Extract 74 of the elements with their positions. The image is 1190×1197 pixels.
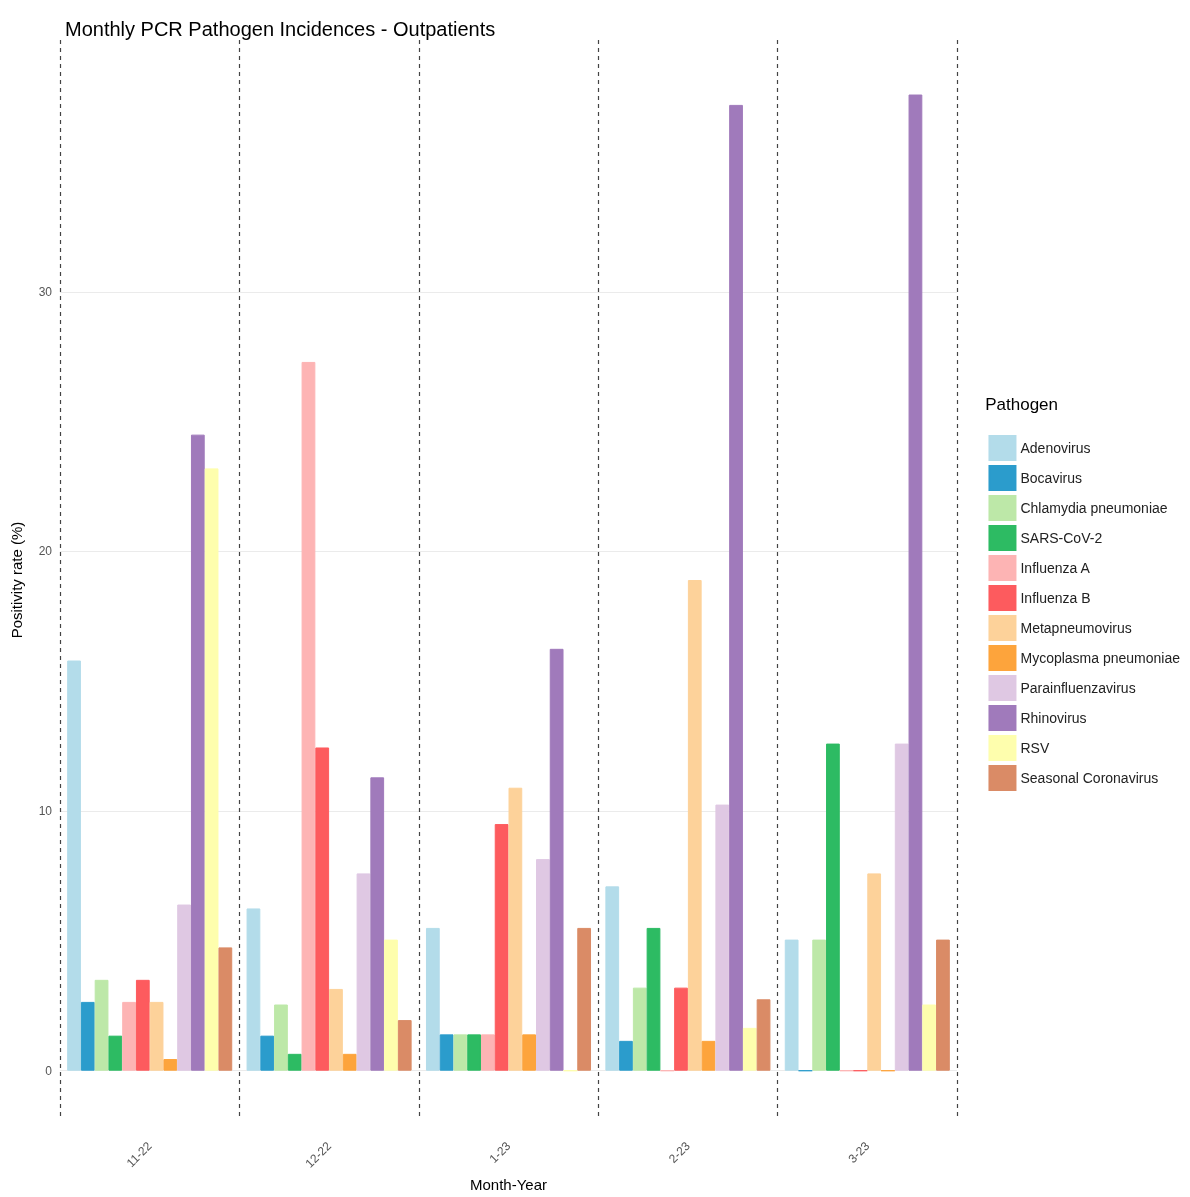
- bar: [287, 1053, 302, 1071]
- bar: [177, 904, 191, 1071]
- legend-label: Influenza B: [1020, 590, 1091, 606]
- legend-label: SARS-CoV-2: [1020, 530, 1103, 546]
- bar: [80, 1001, 95, 1071]
- bar: [329, 988, 343, 1071]
- bar: [163, 1059, 178, 1071]
- bar: [260, 1035, 275, 1071]
- bar: [274, 1004, 288, 1071]
- bar: [577, 927, 592, 1071]
- bar: [315, 747, 330, 1071]
- bar: [687, 580, 702, 1071]
- bar: [812, 939, 827, 1071]
- y-tick-label: 0: [45, 1063, 53, 1078]
- bar: [867, 873, 882, 1071]
- bar: [729, 104, 743, 1071]
- bar: [246, 908, 261, 1071]
- bar: [536, 859, 550, 1071]
- bar: [549, 648, 564, 1071]
- chart-title: Monthly PCR Pathogen Incidences - Outpatients: [65, 18, 496, 40]
- bar: [632, 987, 647, 1071]
- bar: [742, 1027, 757, 1071]
- bar: [218, 947, 233, 1071]
- legend-label: Chlamydia pneumoniae: [1020, 500, 1168, 516]
- bar: [480, 1034, 495, 1071]
- y-axis-title: Positivity rate (%): [8, 521, 25, 639]
- bar: [522, 1034, 537, 1071]
- legend-title: Pathogen: [985, 395, 1059, 414]
- y-tick-label: 30: [38, 284, 53, 299]
- legend-label: RSV: [1020, 740, 1050, 756]
- bar: [425, 927, 440, 1071]
- bar: [384, 939, 398, 1071]
- bar: [646, 927, 661, 1071]
- legend-label: Adenovirus: [1020, 440, 1091, 456]
- bar: [701, 1040, 716, 1071]
- bar: [715, 804, 730, 1071]
- bar: [67, 660, 81, 1071]
- bar: [467, 1034, 481, 1071]
- y-tick-label: 20: [38, 544, 53, 559]
- bar: [439, 1034, 454, 1071]
- bar: [190, 434, 205, 1071]
- bar: [397, 1020, 412, 1071]
- legend-label: Metapneumovirus: [1020, 620, 1132, 636]
- y-tick-label: 10: [38, 804, 53, 819]
- bar: [784, 939, 799, 1071]
- legend-label: Rhinovirus: [1020, 710, 1087, 726]
- bar: [494, 824, 509, 1071]
- bar: [356, 873, 371, 1071]
- legend-label: Parainfluenzavirus: [1020, 680, 1136, 696]
- bar: [508, 787, 523, 1071]
- bar: [619, 1040, 633, 1071]
- bar: [122, 1001, 136, 1071]
- bar: [936, 939, 950, 1071]
- legend-label: Seasonal Coronavirus: [1020, 770, 1159, 786]
- bar: [149, 1001, 164, 1071]
- legend-label: Mycoplasma pneumoniae: [1020, 650, 1181, 666]
- bar: [922, 1004, 937, 1071]
- bar: [826, 743, 840, 1071]
- bar: [342, 1053, 357, 1071]
- bar: [453, 1034, 468, 1071]
- bar: [108, 1035, 123, 1071]
- bar: [94, 979, 109, 1071]
- bar: [674, 987, 688, 1071]
- bar: [894, 743, 909, 1071]
- bar: [370, 777, 385, 1071]
- bar: [605, 886, 620, 1071]
- legend-label: Influenza A: [1020, 560, 1091, 576]
- bar: [301, 361, 316, 1071]
- bar: [756, 999, 771, 1071]
- x-axis-title: Month-Year: [470, 1176, 547, 1193]
- bar: [135, 979, 150, 1071]
- legend-label: Bocavirus: [1020, 470, 1082, 486]
- bar: [908, 94, 923, 1071]
- bar: [204, 468, 219, 1071]
